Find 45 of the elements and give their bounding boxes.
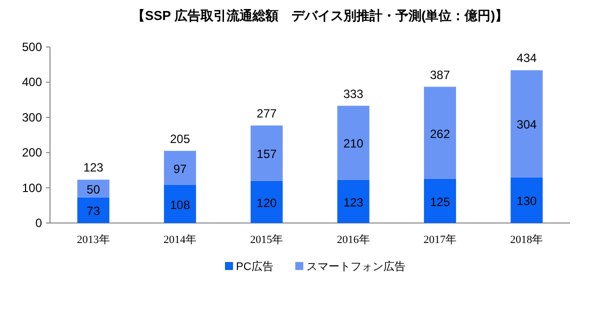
data-label: 210 xyxy=(343,136,364,151)
data-label: 262 xyxy=(430,126,450,141)
bar xyxy=(250,125,283,181)
y-tick-label: 200 xyxy=(22,146,42,160)
bar xyxy=(510,70,543,178)
x-tick-label: 2017年 xyxy=(424,234,456,246)
total-label: 277 xyxy=(256,106,277,120)
y-tick-label: 500 xyxy=(22,40,42,54)
data-label: 304 xyxy=(516,118,537,132)
data-label: 123 xyxy=(343,195,364,210)
bar xyxy=(164,184,196,223)
y-tick-label: 400 xyxy=(22,75,42,90)
data-label: 97 xyxy=(173,162,187,176)
data-label: 130 xyxy=(516,194,537,208)
x-tick-label: 2016年 xyxy=(336,234,370,246)
total-label: 387 xyxy=(430,68,450,82)
data-label: 157 xyxy=(256,147,277,162)
bar xyxy=(250,180,283,223)
bar xyxy=(424,179,456,223)
total-label: 333 xyxy=(343,86,364,101)
y-tick-label: 0 xyxy=(35,216,42,230)
x-tick-label: 2013年 xyxy=(76,234,110,246)
bar xyxy=(164,150,196,185)
bar xyxy=(510,177,543,223)
bar xyxy=(337,106,370,180)
bar xyxy=(77,197,110,223)
bar xyxy=(424,86,456,179)
x-tick-label: 2018年 xyxy=(510,234,544,246)
total-label: 123 xyxy=(83,160,104,175)
legend-label: PC広告 xyxy=(236,260,274,273)
x-tick-label: 2014年 xyxy=(164,234,196,246)
legend-label: スマートフォン広告 xyxy=(306,260,406,273)
data-label: 73 xyxy=(86,204,100,218)
bar xyxy=(77,180,110,198)
total-label: 205 xyxy=(170,132,190,146)
data-label: 120 xyxy=(256,196,277,210)
data-label: 108 xyxy=(170,198,190,212)
data-label: 125 xyxy=(430,195,450,209)
data-label: 50 xyxy=(86,182,100,197)
y-tick-label: 300 xyxy=(22,110,42,124)
x-tick-label: 2015年 xyxy=(250,234,284,246)
total-label: 434 xyxy=(516,51,537,66)
bar xyxy=(337,180,370,223)
y-tick-label: 100 xyxy=(22,180,42,195)
chart-title: 【SSP 広告取引流通総額 デバイス別推計・予測(単位：億円)】 xyxy=(132,8,508,23)
